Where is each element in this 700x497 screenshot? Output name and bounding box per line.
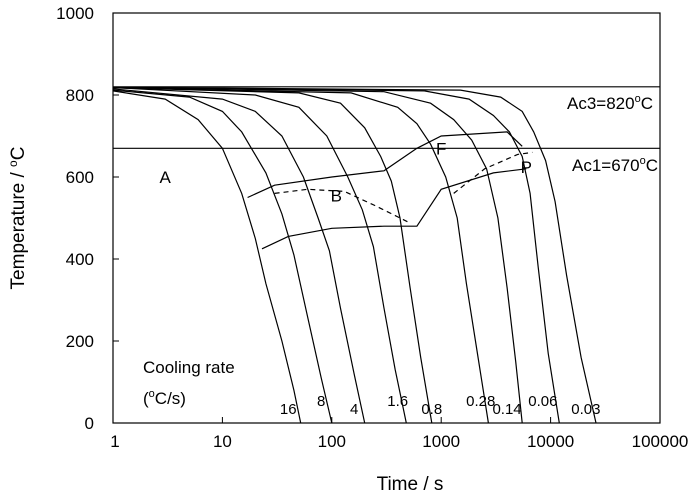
y-tick-label-2: 400 (66, 250, 94, 269)
transformation-line-0 (247, 131, 523, 199)
transformation-line-3 (453, 151, 533, 194)
x-tick-label-3: 1000 (422, 432, 460, 451)
transformation-line-1 (261, 168, 527, 250)
ref-label-ac3-unit: C (641, 94, 653, 113)
axis-ticks (112, 12, 661, 424)
legend-title-open: ( (143, 389, 149, 408)
x-tick-label-0: 1 (110, 432, 119, 451)
ref-label-ac1: Ac1=670oC (572, 155, 658, 175)
region-labels: A B F P (160, 139, 532, 205)
cooling-rate-label-6: 0.14 (492, 401, 521, 418)
cooling-curve-2 (112, 88, 366, 424)
x-tick-label-2: 100 (318, 432, 346, 451)
x-tick-label-1: 10 (213, 432, 232, 451)
y-tick-label-4: 800 (66, 86, 94, 105)
y-axis-title-unit: C (8, 147, 29, 161)
ref-label-ac3: Ac3=820oC (567, 93, 653, 113)
cooling-rate-labels: 16 8 4 1.6 0.8 0.280.14 0.06 0.03 (280, 393, 601, 418)
ref-label-ac3-main: Ac3=820 (567, 94, 635, 113)
ref-label-ac1-main: Ac1=670 (572, 156, 640, 175)
cooling-rate-label-3: 1.6 (387, 393, 408, 410)
y-axis-title-main: Temperature / (8, 167, 29, 290)
region-label-f: F (436, 139, 446, 158)
y-tick-label-3: 600 (66, 168, 94, 187)
cooling-curve-3 (112, 87, 407, 424)
region-label-p: P (521, 158, 532, 177)
transformation-lines (247, 131, 533, 250)
reference-lines (113, 86, 660, 149)
cooling-rate-label-5: 0.28 (466, 393, 495, 410)
x-tick-label-4: 10000 (527, 432, 574, 451)
plot-frame (112, 12, 661, 424)
transformation-line-2 (274, 188, 409, 223)
ref-label-ac1-unit: C (646, 156, 658, 175)
x-axis-title: Time / s (377, 474, 444, 495)
legend-title-unit: C/s) (155, 389, 186, 408)
legend-title-line1: Cooling rate (143, 358, 235, 377)
axis-tick-labels: 0 200 400 600 800 1000 1 10 100 1000 10000 100000 (56, 4, 688, 451)
cooling-rate-label-4: 0.8 (421, 401, 442, 418)
legend-title-degree: o (149, 388, 155, 400)
cooling-rate-label-1: 8 (317, 393, 325, 410)
ref-label-ac1-degree: o (640, 155, 646, 167)
cooling-rate-label-7: 0.06 (528, 393, 557, 410)
y-tick-label-5: 1000 (56, 4, 94, 23)
y-tick-label-1: 200 (66, 332, 94, 351)
cooling-curve-0 (112, 90, 302, 424)
cooling-curve-1 (112, 89, 333, 424)
x-tick-label-5: 100000 (632, 432, 689, 451)
ref-label-ac3-degree: o (635, 93, 641, 105)
cooling-curve-7 (112, 86, 560, 424)
region-label-a: A (160, 168, 172, 187)
cooling-rate-label-2: 4 (350, 401, 358, 418)
legend-title-line2: (oC/s) (143, 388, 186, 408)
cooling-rate-label-0: 16 (280, 401, 297, 418)
y-axis-title-degree: o (6, 160, 20, 167)
cooling-curve-5 (112, 87, 489, 424)
y-axis-title: Temperature / oC (6, 147, 29, 290)
cooling-curves (112, 86, 597, 424)
y-tick-label-0: 0 (85, 414, 94, 433)
cooling-curve-8 (112, 86, 597, 424)
cooling-curve-6 (112, 86, 523, 424)
region-label-b: B (331, 186, 342, 205)
cooling-rate-label-8: 0.03 (571, 401, 600, 418)
